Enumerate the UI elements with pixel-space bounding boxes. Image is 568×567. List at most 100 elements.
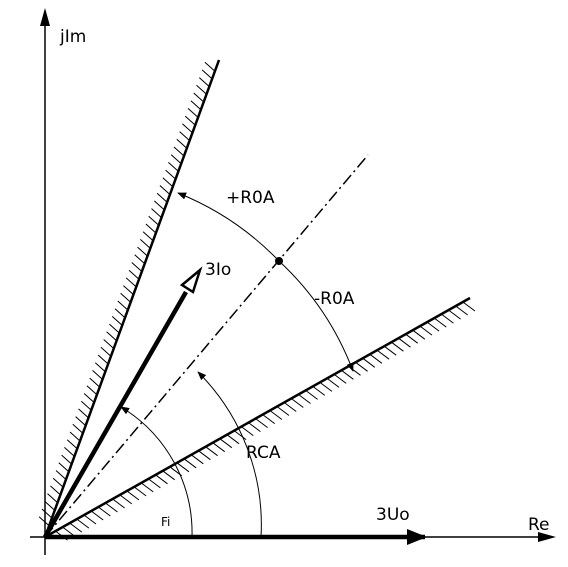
hatching-upper-boundary xyxy=(38,61,216,527)
hatch-tick xyxy=(119,494,133,505)
hatch-tick xyxy=(106,331,117,342)
hatch-tick xyxy=(162,177,174,188)
hatch-tick xyxy=(305,389,318,400)
rca-characteristic-line xyxy=(44,154,369,538)
hatch-tick xyxy=(159,185,171,195)
hatch-tick xyxy=(139,239,151,249)
voltage-vector-label: 3Uo xyxy=(376,505,410,525)
hatch-tick xyxy=(69,522,83,533)
hatch-tick xyxy=(441,313,454,324)
hatch-tick xyxy=(369,353,383,364)
hatch-tick xyxy=(269,410,283,420)
hatch-tick xyxy=(156,192,168,203)
hatch-tick xyxy=(298,394,311,404)
hatch-tick xyxy=(170,154,182,165)
hatch-tick xyxy=(83,514,97,525)
hatch-tick xyxy=(86,385,98,396)
plus-roa-arc xyxy=(177,192,280,262)
hatch-tick xyxy=(153,200,165,211)
hatch-tick xyxy=(198,77,210,87)
hatch-tick xyxy=(348,365,361,376)
hatch-tick xyxy=(92,370,103,380)
hatch-tick xyxy=(111,316,123,326)
hatch-tick xyxy=(114,308,126,319)
hatch-tick xyxy=(148,215,160,226)
hatch-tick xyxy=(94,362,106,373)
hatch-tick xyxy=(462,301,476,312)
hatch-tick xyxy=(182,123,193,134)
hatch-tick xyxy=(433,317,447,328)
fi-arc xyxy=(120,406,193,538)
real-axis-arrowhead xyxy=(538,532,556,542)
upper-boundary-line xyxy=(43,59,221,538)
hatch-tick xyxy=(125,277,137,288)
hatch-tick xyxy=(176,462,190,473)
hatch-tick xyxy=(58,462,70,473)
hatch-tick xyxy=(383,345,397,356)
hatch-tick xyxy=(47,493,58,503)
current-vector-3io xyxy=(43,290,188,539)
hatch-tick xyxy=(134,254,146,265)
rca-arc xyxy=(197,371,262,538)
hatch-tick xyxy=(362,357,376,368)
hatch-tick xyxy=(78,408,89,419)
hatch-tick xyxy=(168,162,179,172)
hatch-tick xyxy=(326,377,340,388)
hatch-tick xyxy=(131,262,143,272)
rca-angle-label: RCA xyxy=(246,443,281,463)
minus-roa-arc xyxy=(278,260,354,372)
hatch-tick xyxy=(117,300,129,311)
hatch-tick xyxy=(290,398,304,408)
minus-roa-label: -R0A xyxy=(314,289,355,309)
hatch-tick xyxy=(162,470,175,481)
hatch-tick xyxy=(148,478,161,489)
hatch-tick xyxy=(72,423,84,434)
hatch-tick xyxy=(219,438,233,449)
hatch-tick xyxy=(191,454,204,465)
imaginary-axis-label: jIm xyxy=(59,27,86,47)
lower-boundary-line xyxy=(44,296,471,539)
hatch-tick xyxy=(90,510,104,521)
hatch-tick xyxy=(183,458,197,469)
hatch-tick xyxy=(179,131,190,141)
hatch-tick xyxy=(419,325,433,336)
hatch-tick xyxy=(126,490,140,501)
hatch-tick xyxy=(405,333,419,344)
hatch-tick xyxy=(226,434,240,445)
hatch-tick xyxy=(196,84,207,95)
hatch-tick xyxy=(62,526,75,537)
hatch-tick xyxy=(44,500,56,511)
hatch-tick xyxy=(333,373,347,384)
hatch-tick xyxy=(38,516,50,527)
hatch-tick xyxy=(173,146,185,157)
hatch-tick xyxy=(448,309,461,320)
real-axis-label: Re xyxy=(528,515,550,535)
hatch-tick xyxy=(205,446,218,457)
hatch-tick xyxy=(187,108,199,118)
hatch-tick xyxy=(201,69,213,80)
hatch-tick xyxy=(76,518,90,529)
hatch-tick xyxy=(412,329,426,340)
hatch-tick xyxy=(69,431,81,442)
intersection-point xyxy=(275,257,283,265)
hatch-tick xyxy=(83,393,95,403)
hatch-tick xyxy=(426,321,440,332)
hatch-tick xyxy=(140,482,154,493)
current-vector-label: 3Io xyxy=(205,260,231,280)
hatch-tick xyxy=(103,339,115,349)
hatch-tick xyxy=(52,477,64,488)
hatch-tick xyxy=(184,115,196,126)
hatch-tick xyxy=(50,485,61,496)
hatch-tick xyxy=(41,508,53,519)
hatch-tick xyxy=(61,454,72,465)
hatch-tick xyxy=(262,414,276,425)
hatch-tick xyxy=(137,246,148,257)
hatch-tick xyxy=(391,341,404,352)
hatch-tick xyxy=(204,61,216,72)
hatch-tick xyxy=(255,418,268,429)
hatch-tick xyxy=(341,369,354,380)
hatch-tick xyxy=(155,474,168,485)
hatch-tick xyxy=(276,406,290,416)
hatch-tick xyxy=(64,447,75,457)
